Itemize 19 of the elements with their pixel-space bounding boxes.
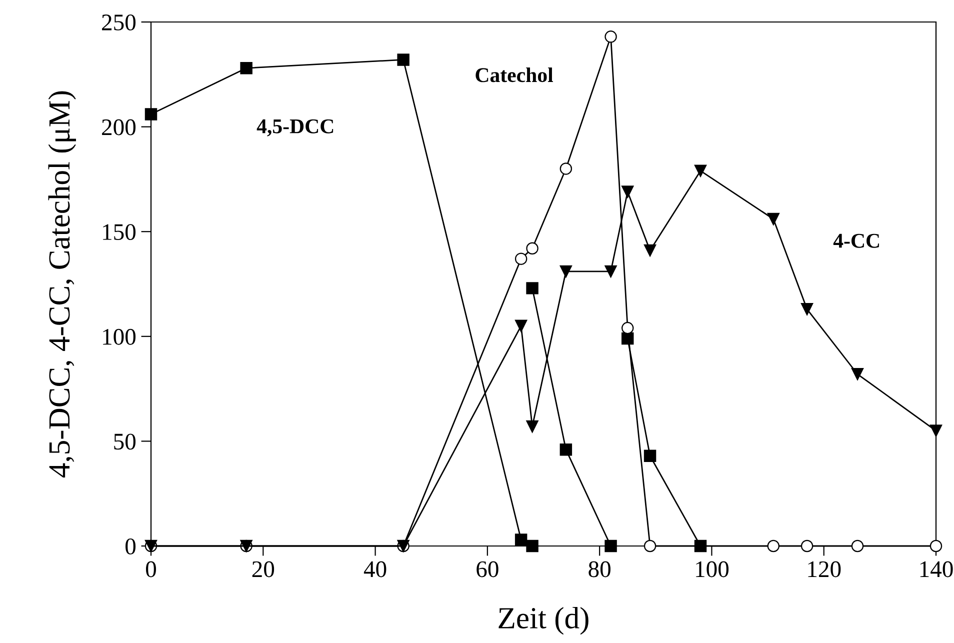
series-label: Catechol [476,68,554,82]
x-tick-label: 0 [146,561,156,578]
y-axis-title: 4,5-DCC, 4-CC, Catechol (μM) [48,91,76,478]
y-tick-label: 0 [126,538,136,554]
x-tick-label: 40 [364,561,386,578]
x-tick-label: 20 [252,561,274,578]
x-tick-label: 120 [808,561,841,578]
y-tick-label: 250 [102,14,136,30]
y-tick-label: 50 [114,434,136,450]
x-tick-label: 140 [920,561,953,578]
x-axis-title: Zeit (d) [498,606,588,635]
x-tick-label: 100 [696,561,729,578]
x-tick-label: 60 [476,561,498,578]
text: 4,5-DCC [256,119,334,136]
text: 4-CC [833,234,879,248]
y-tick-label: 200 [102,119,136,136]
y-tick-label: 150 [103,224,136,240]
y-tick-label: 100 [103,328,136,345]
x-tick-label: 80 [588,561,610,578]
